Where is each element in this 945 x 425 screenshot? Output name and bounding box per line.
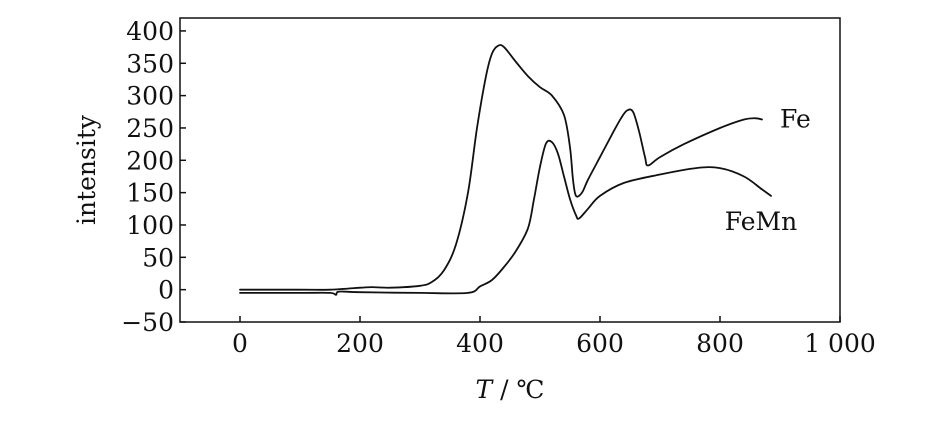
series-line-femn: [239, 139, 772, 296]
x-axis-title: T / ℃: [475, 375, 544, 404]
x-tick-label: 800: [696, 329, 744, 358]
x-axis: 0 200 400 600 800 1 000: [232, 316, 876, 358]
y-tick-label: 50: [142, 243, 174, 272]
y-tick-label: 0: [158, 276, 174, 305]
series-label-fe: Fe: [780, 105, 811, 134]
x-tick-label: 1 000: [804, 329, 876, 358]
plot-frame: [179, 17, 841, 323]
y-axis-title: intensity: [72, 114, 101, 225]
x-axis-variable: T: [475, 375, 494, 404]
y-tick-label: 250: [126, 114, 174, 143]
y-axis: −50 0 50 100 150 200 250 300 350 400: [121, 17, 186, 337]
x-tick-label: 600: [576, 329, 624, 358]
y-tick-label: 350: [126, 49, 174, 78]
x-tick-label: 0: [232, 329, 248, 358]
y-tick-label: 300: [126, 82, 174, 111]
y-tick-label: 150: [126, 179, 174, 208]
y-tick-label: 100: [126, 211, 174, 240]
x-tick-label: 400: [456, 329, 504, 358]
series-line-fe: [239, 44, 763, 291]
y-tick-label: 200: [126, 146, 174, 175]
series-label-femn: FeMn: [725, 207, 797, 236]
y-tick-label: −50: [121, 308, 174, 337]
x-tick-label: 200: [336, 329, 384, 358]
x-axis-unit: / ℃: [500, 375, 544, 404]
y-tick-label: 400: [126, 17, 174, 46]
series-layer: Fe FeMn: [239, 44, 811, 296]
